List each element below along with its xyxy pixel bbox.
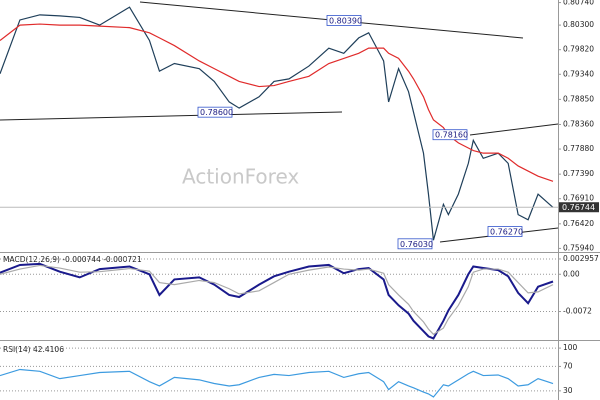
- last-price-box: [559, 202, 599, 213]
- watermark: ActionForex: [182, 165, 299, 189]
- series-line: [0, 23, 554, 182]
- y-tick-label: 0.76910: [563, 194, 594, 203]
- annotation-box: [326, 15, 362, 26]
- series-line: [0, 264, 554, 336]
- y-tick-label: -0.0072: [563, 307, 592, 316]
- annotation-label: 0.80390: [329, 16, 362, 25]
- trend-line: [0, 111, 343, 121]
- series-line: [0, 368, 554, 398]
- annotation-label: 0.78160: [435, 131, 468, 140]
- panel-title: MACD(12,26,9) -0.000744 -0.000721: [3, 255, 142, 264]
- y-tick-label: 0.78360: [563, 119, 594, 128]
- y-tick-label: 0.77880: [563, 144, 594, 153]
- y-tick-label: 0.76420: [563, 219, 594, 228]
- y-tick-label: 0.75940: [563, 243, 594, 252]
- y-tick-label: 0.77390: [563, 169, 594, 178]
- y-tick-label: 0.79340: [563, 69, 594, 78]
- annotation-box: [197, 106, 233, 118]
- y-tick-label: 70: [563, 361, 573, 370]
- series-line: [0, 262, 554, 340]
- trend-line: [469, 123, 559, 136]
- annotation-box: [487, 226, 523, 237]
- annotation-box: [397, 238, 433, 250]
- y-tick-label: 0.80300: [563, 20, 594, 29]
- y-tick-label: 100: [563, 343, 578, 352]
- annotation-label: 0.78600: [200, 108, 233, 117]
- annotation-label: 0.76030: [400, 240, 433, 249]
- series-line: [0, 6, 554, 241]
- annotation-label: 0.76270: [490, 228, 523, 237]
- y-tick-label: 0.002957: [563, 254, 599, 263]
- y-tick-label: 0.78850: [563, 94, 594, 103]
- y-tick-label: 0.00: [563, 269, 580, 278]
- y-tick-label: 30: [563, 386, 573, 395]
- y-tick-label: 0.79820: [563, 45, 594, 54]
- y-tick-label: 0.80740: [563, 0, 594, 7]
- panel-title: RSI(14) 42.4106: [3, 345, 64, 354]
- annotation-box: [432, 129, 468, 141]
- last-price-label: 0.76744: [562, 203, 595, 212]
